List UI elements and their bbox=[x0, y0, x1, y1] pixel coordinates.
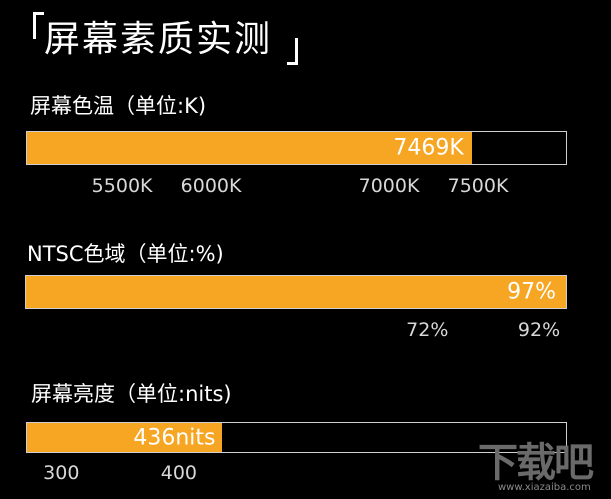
tick-label: 92% bbox=[517, 319, 561, 341]
bar-color-temp: 7469K bbox=[27, 132, 472, 164]
tick-label: 6000K bbox=[180, 175, 242, 197]
ticks-ntsc: 72% 92% bbox=[25, 319, 567, 345]
tick-label: 5500K bbox=[91, 175, 153, 197]
bar-brightness: 436nits bbox=[27, 423, 222, 452]
title-bracket-close bbox=[287, 38, 298, 65]
chart-title-brightness: 屏幕亮度（单位:nits) bbox=[31, 382, 232, 406]
bar-frame-brightness: 436nits bbox=[26, 422, 567, 453]
bar-value-brightness: 436nits bbox=[133, 425, 216, 450]
tick-label: 400 bbox=[160, 462, 198, 484]
bar-ntsc: 97% bbox=[26, 276, 566, 308]
page-title: 屏幕素质实测 bbox=[44, 19, 273, 60]
ticks-color-temp: 5500K 6000K 7000K 7500K bbox=[26, 175, 567, 201]
bar-frame-color-temp: 7469K bbox=[26, 131, 567, 165]
tick-label: 72% bbox=[406, 319, 449, 341]
tick-label: 7500K bbox=[447, 175, 509, 197]
ticks-brightness: 300 400 bbox=[26, 462, 567, 488]
bar-value-color-temp: 7469K bbox=[393, 135, 464, 161]
watermark-url: www.xiazaiba.com bbox=[498, 482, 591, 493]
watermark-text: 下载吧 bbox=[478, 440, 594, 486]
chart-title-color-temp: 屏幕色温（单位:K) bbox=[30, 94, 207, 118]
tick-label: 7000K bbox=[358, 175, 420, 197]
watermark-logo: 下载吧 www.xiazaiba.com bbox=[478, 430, 608, 496]
bar-frame-ntsc: 97% bbox=[25, 275, 567, 309]
tick-label: 300 bbox=[43, 462, 80, 484]
bar-value-ntsc: 97% bbox=[507, 279, 556, 305]
chart-title-ntsc: NTSC色域（单位:%) bbox=[27, 242, 224, 266]
title-bracket-open bbox=[33, 12, 44, 39]
